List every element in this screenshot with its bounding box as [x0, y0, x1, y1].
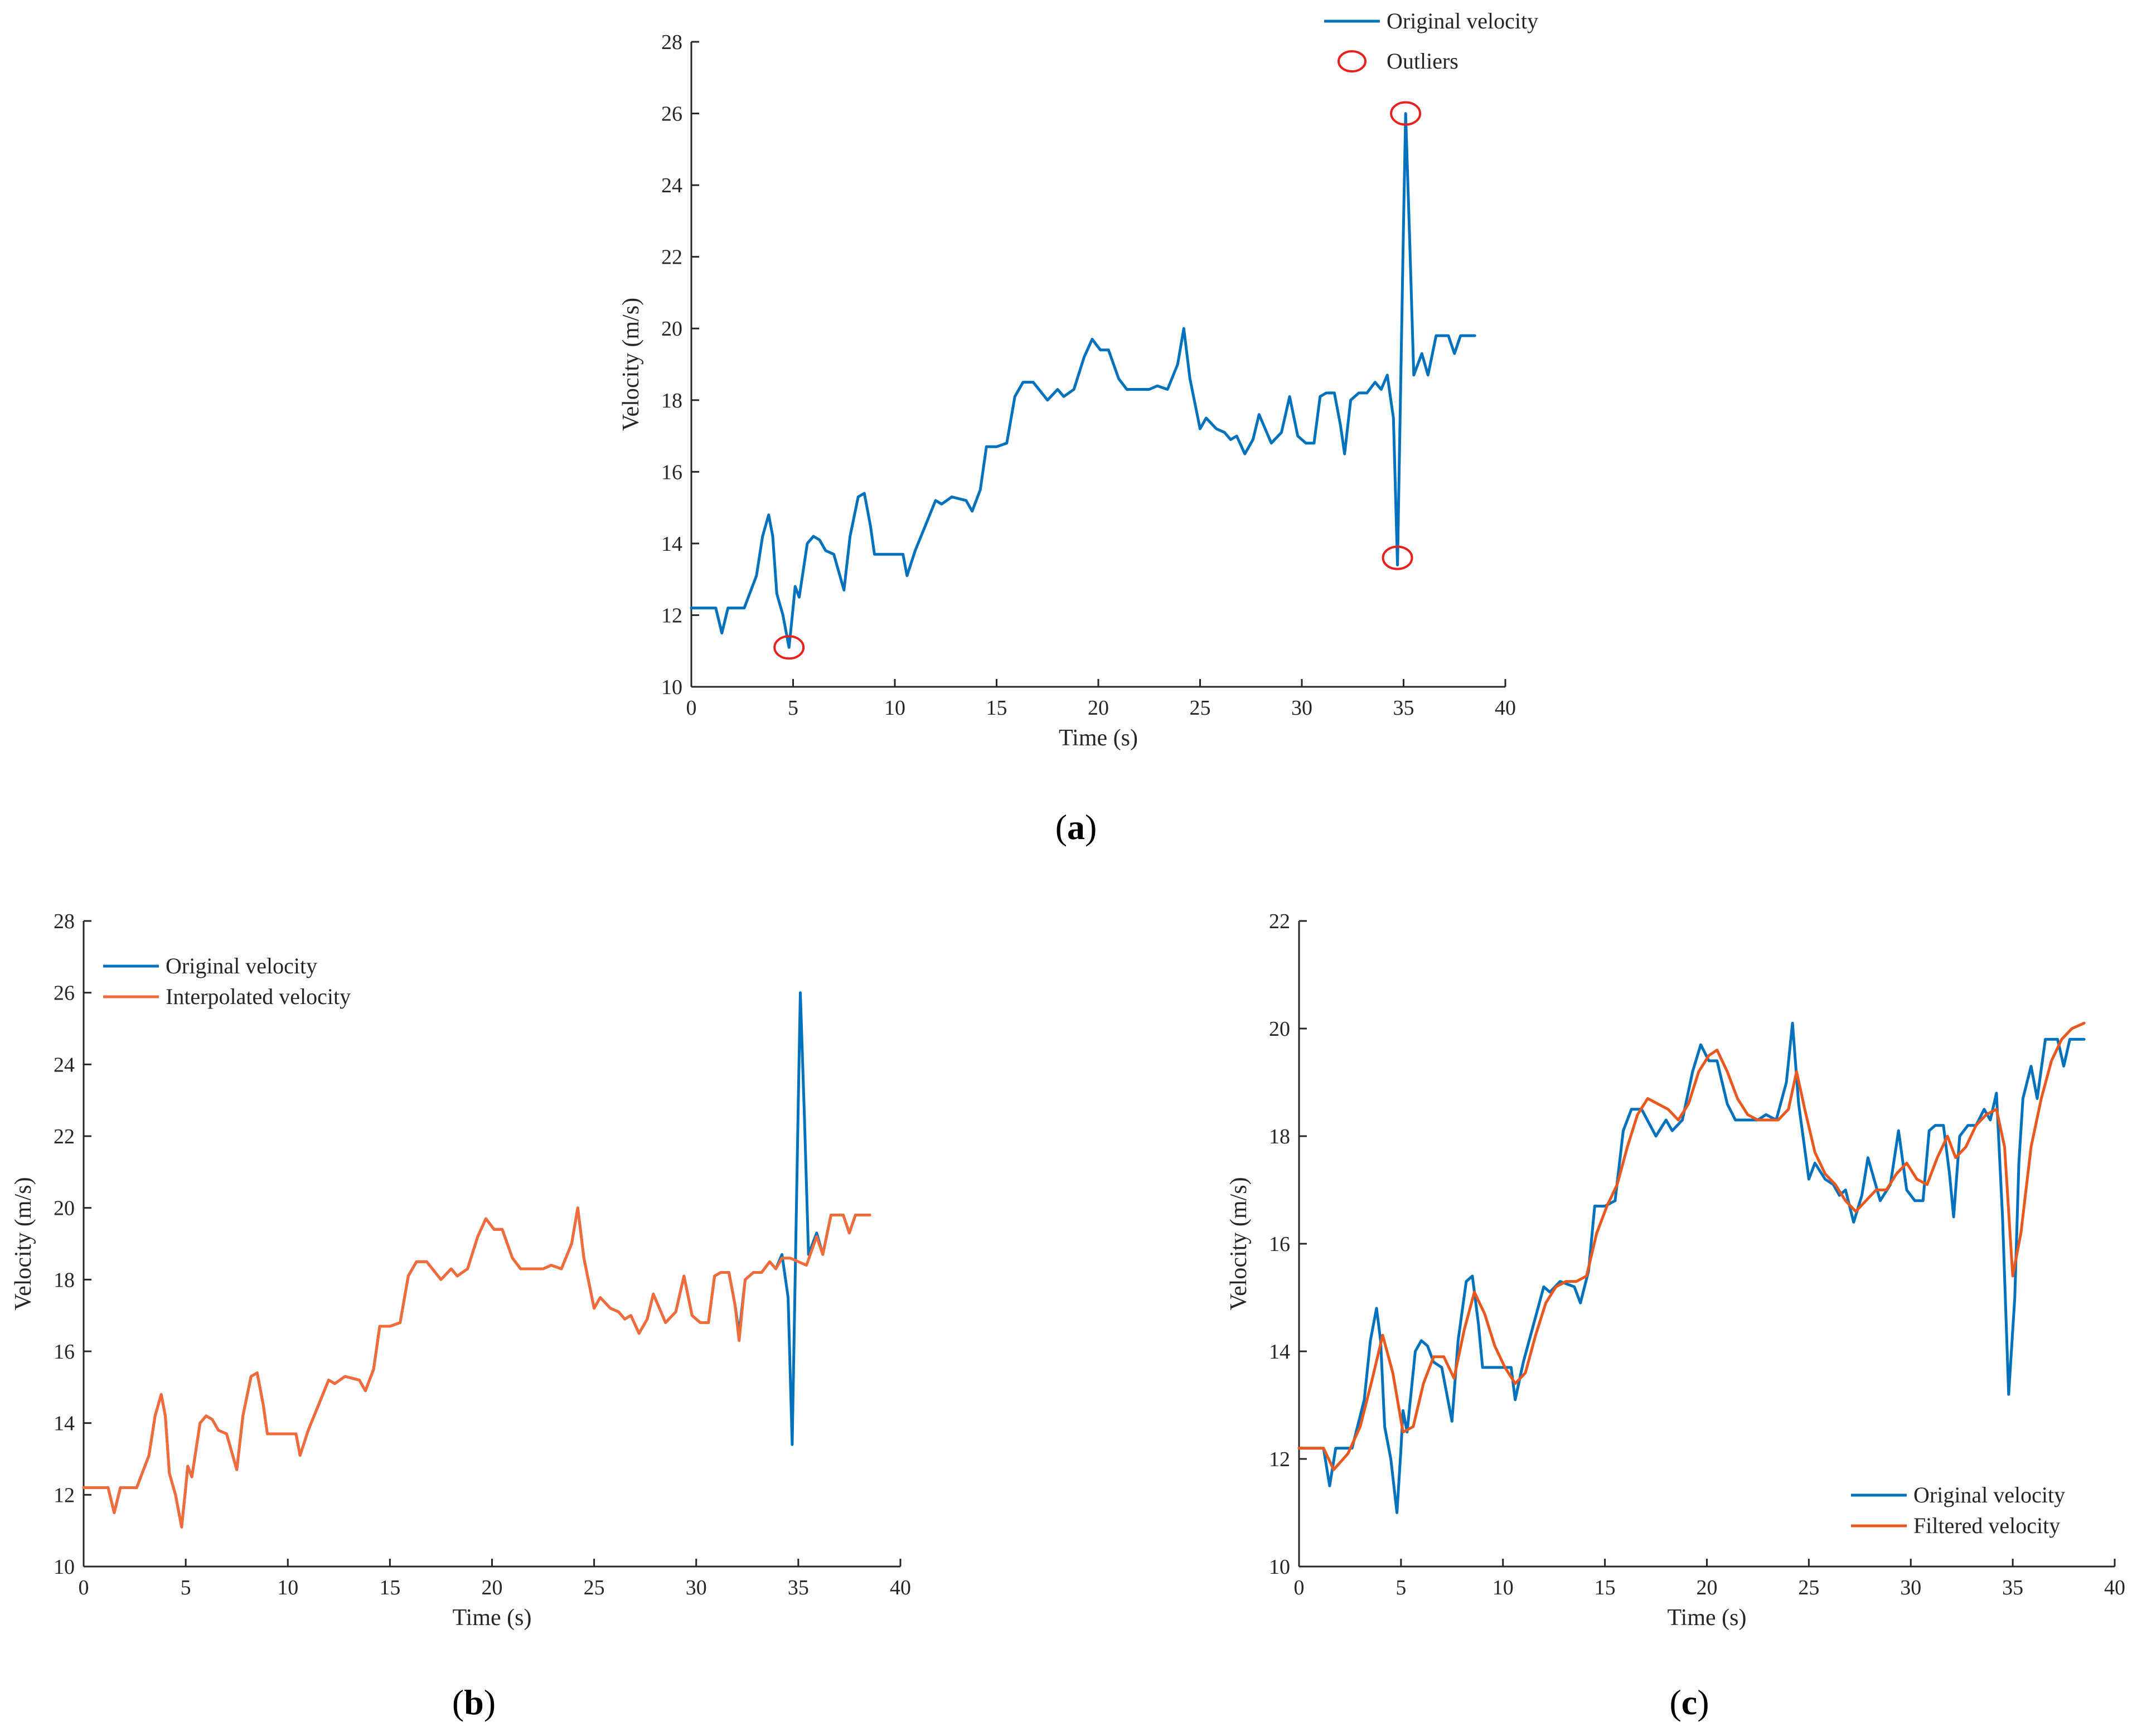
x-tick-label: 20: [1697, 1576, 1718, 1599]
chart-c: 0 5 10 15 20 25 30 35 40 10 12 14 16 18 20 22 Time (s) Ve…: [1226, 910, 2125, 1722]
x-tick-label: 25: [1190, 696, 1211, 720]
x-tick-label: 30: [1900, 1576, 1921, 1599]
caption-letter: a: [1067, 807, 1085, 847]
y-tick-label: 16: [661, 460, 682, 484]
caption-paren: (: [452, 1682, 464, 1722]
caption-paren: (: [1055, 807, 1067, 847]
y-tick-label: 10: [1269, 1555, 1290, 1579]
x-tick-label: 35: [1393, 696, 1414, 720]
x-tick-label: 5: [788, 696, 798, 720]
y-tick-label: 18: [1269, 1125, 1290, 1148]
y-tick-label: 28: [661, 31, 682, 54]
y-tick-label: 14: [661, 532, 682, 556]
y-axis-label: Velocity (m/s): [11, 1177, 36, 1310]
legend-label: Interpolated velocity: [166, 984, 351, 1009]
y-tick-label: 28: [54, 910, 75, 933]
legend-label: Filtered velocity: [1913, 1513, 2060, 1538]
x-tick-label: 5: [181, 1576, 191, 1599]
y-tick-label: 12: [1269, 1448, 1290, 1471]
legend-label: Original velocity: [1387, 8, 1538, 33]
y-tick-label: 20: [1269, 1017, 1290, 1041]
outlier-marker: [1390, 101, 1422, 126]
series-line-original-velocity: [1297, 1021, 2086, 1514]
y-tick-label: 12: [54, 1483, 75, 1507]
x-tick-label: 40: [1495, 696, 1516, 720]
y-tick-label: 26: [54, 982, 75, 1005]
y-tick-label: 12: [661, 604, 682, 627]
y-tick-label: 24: [661, 174, 682, 197]
caption-letter: b: [464, 1682, 484, 1722]
x-axis-label: Time (s): [1668, 1605, 1747, 1631]
legend-marker-outliers: [1338, 50, 1366, 72]
x-tick-label: 25: [1798, 1576, 1819, 1599]
caption-paren: ): [484, 1682, 496, 1722]
y-tick-label: 18: [54, 1268, 75, 1292]
legend-label: Outliers: [1387, 49, 1458, 74]
caption-paren: ): [1085, 807, 1097, 847]
legend-label: Original velocity: [1913, 1482, 2065, 1507]
y-tick-label: 20: [661, 317, 682, 341]
caption-paren: ): [1697, 1682, 1709, 1722]
x-tick-label: 25: [584, 1576, 605, 1599]
series-line-original-velocity: [690, 112, 1476, 649]
x-tick-label: 10: [884, 696, 905, 720]
x-axis-label: Time (s): [453, 1605, 532, 1631]
x-tick-label: 15: [1595, 1576, 1616, 1599]
x-tick-label: 30: [1291, 696, 1312, 720]
x-tick-label: 35: [788, 1576, 809, 1599]
y-tick-label: 14: [54, 1412, 75, 1436]
chart-a: 0 5 10 15 20 25 30 35 40 10 12 14 16 18 20 22 24 26 28 Time…: [618, 8, 1538, 847]
figure-caption: (a): [1055, 807, 1097, 847]
x-tick-label: 20: [482, 1576, 503, 1599]
outlier-marker: [1382, 545, 1413, 570]
x-tick-label: 10: [1492, 1576, 1514, 1599]
y-axis-label: Velocity (m/s): [618, 298, 644, 431]
y-axis-label: Velocity (m/s): [1226, 1177, 1252, 1310]
x-tick-label: 35: [2002, 1576, 2023, 1599]
series-line-filtered-velocity: [1297, 1021, 2086, 1471]
x-tick-label: 15: [379, 1576, 400, 1599]
y-tick-label: 10: [661, 676, 682, 699]
figure-caption: (b): [452, 1682, 496, 1722]
x-tick-label: 40: [2104, 1576, 2125, 1599]
y-tick-label: 26: [661, 103, 682, 126]
legend-label: Original velocity: [166, 953, 317, 978]
x-tick-label: 10: [277, 1576, 298, 1599]
x-axis-label: Time (s): [1059, 725, 1138, 751]
series-line-original-velocity: [82, 991, 871, 1529]
x-tick-label: 0: [1294, 1576, 1305, 1599]
x-tick-label: 0: [79, 1576, 89, 1599]
outlier-marker: [773, 635, 805, 660]
x-tick-label: 20: [1088, 696, 1109, 720]
y-tick-label: 22: [54, 1125, 75, 1148]
y-tick-label: 14: [1269, 1340, 1290, 1364]
y-tick-label: 10: [54, 1555, 75, 1579]
series-line-interpolated-velocity: [82, 1206, 871, 1529]
x-tick-label: 40: [890, 1576, 911, 1599]
legend: Original velocity Interpolated velocity: [103, 953, 351, 1009]
caption-letter: c: [1682, 1682, 1697, 1722]
y-tick-label: 22: [661, 246, 682, 269]
legend: Original velocity Outliers: [1324, 8, 1538, 74]
y-tick-label: 16: [1269, 1233, 1290, 1256]
x-tick-label: 30: [686, 1576, 707, 1599]
y-tick-label: 24: [54, 1053, 75, 1076]
legend: Original velocity Filtered velocity: [1851, 1482, 2065, 1538]
figure-caption: (c): [1669, 1682, 1709, 1722]
x-tick-label: 0: [686, 696, 697, 720]
y-tick-label: 22: [1269, 910, 1290, 933]
x-tick-label: 5: [1395, 1576, 1406, 1599]
x-tick-label: 15: [986, 696, 1007, 720]
y-tick-label: 16: [54, 1340, 75, 1364]
caption-paren: (: [1669, 1682, 1681, 1722]
chart-b: 0 5 10 15 20 25 30 35 40 10 12 14 16 18 20 22 24 26 28 Time…: [11, 910, 911, 1722]
y-tick-label: 18: [661, 389, 682, 413]
y-tick-label: 20: [54, 1197, 75, 1220]
